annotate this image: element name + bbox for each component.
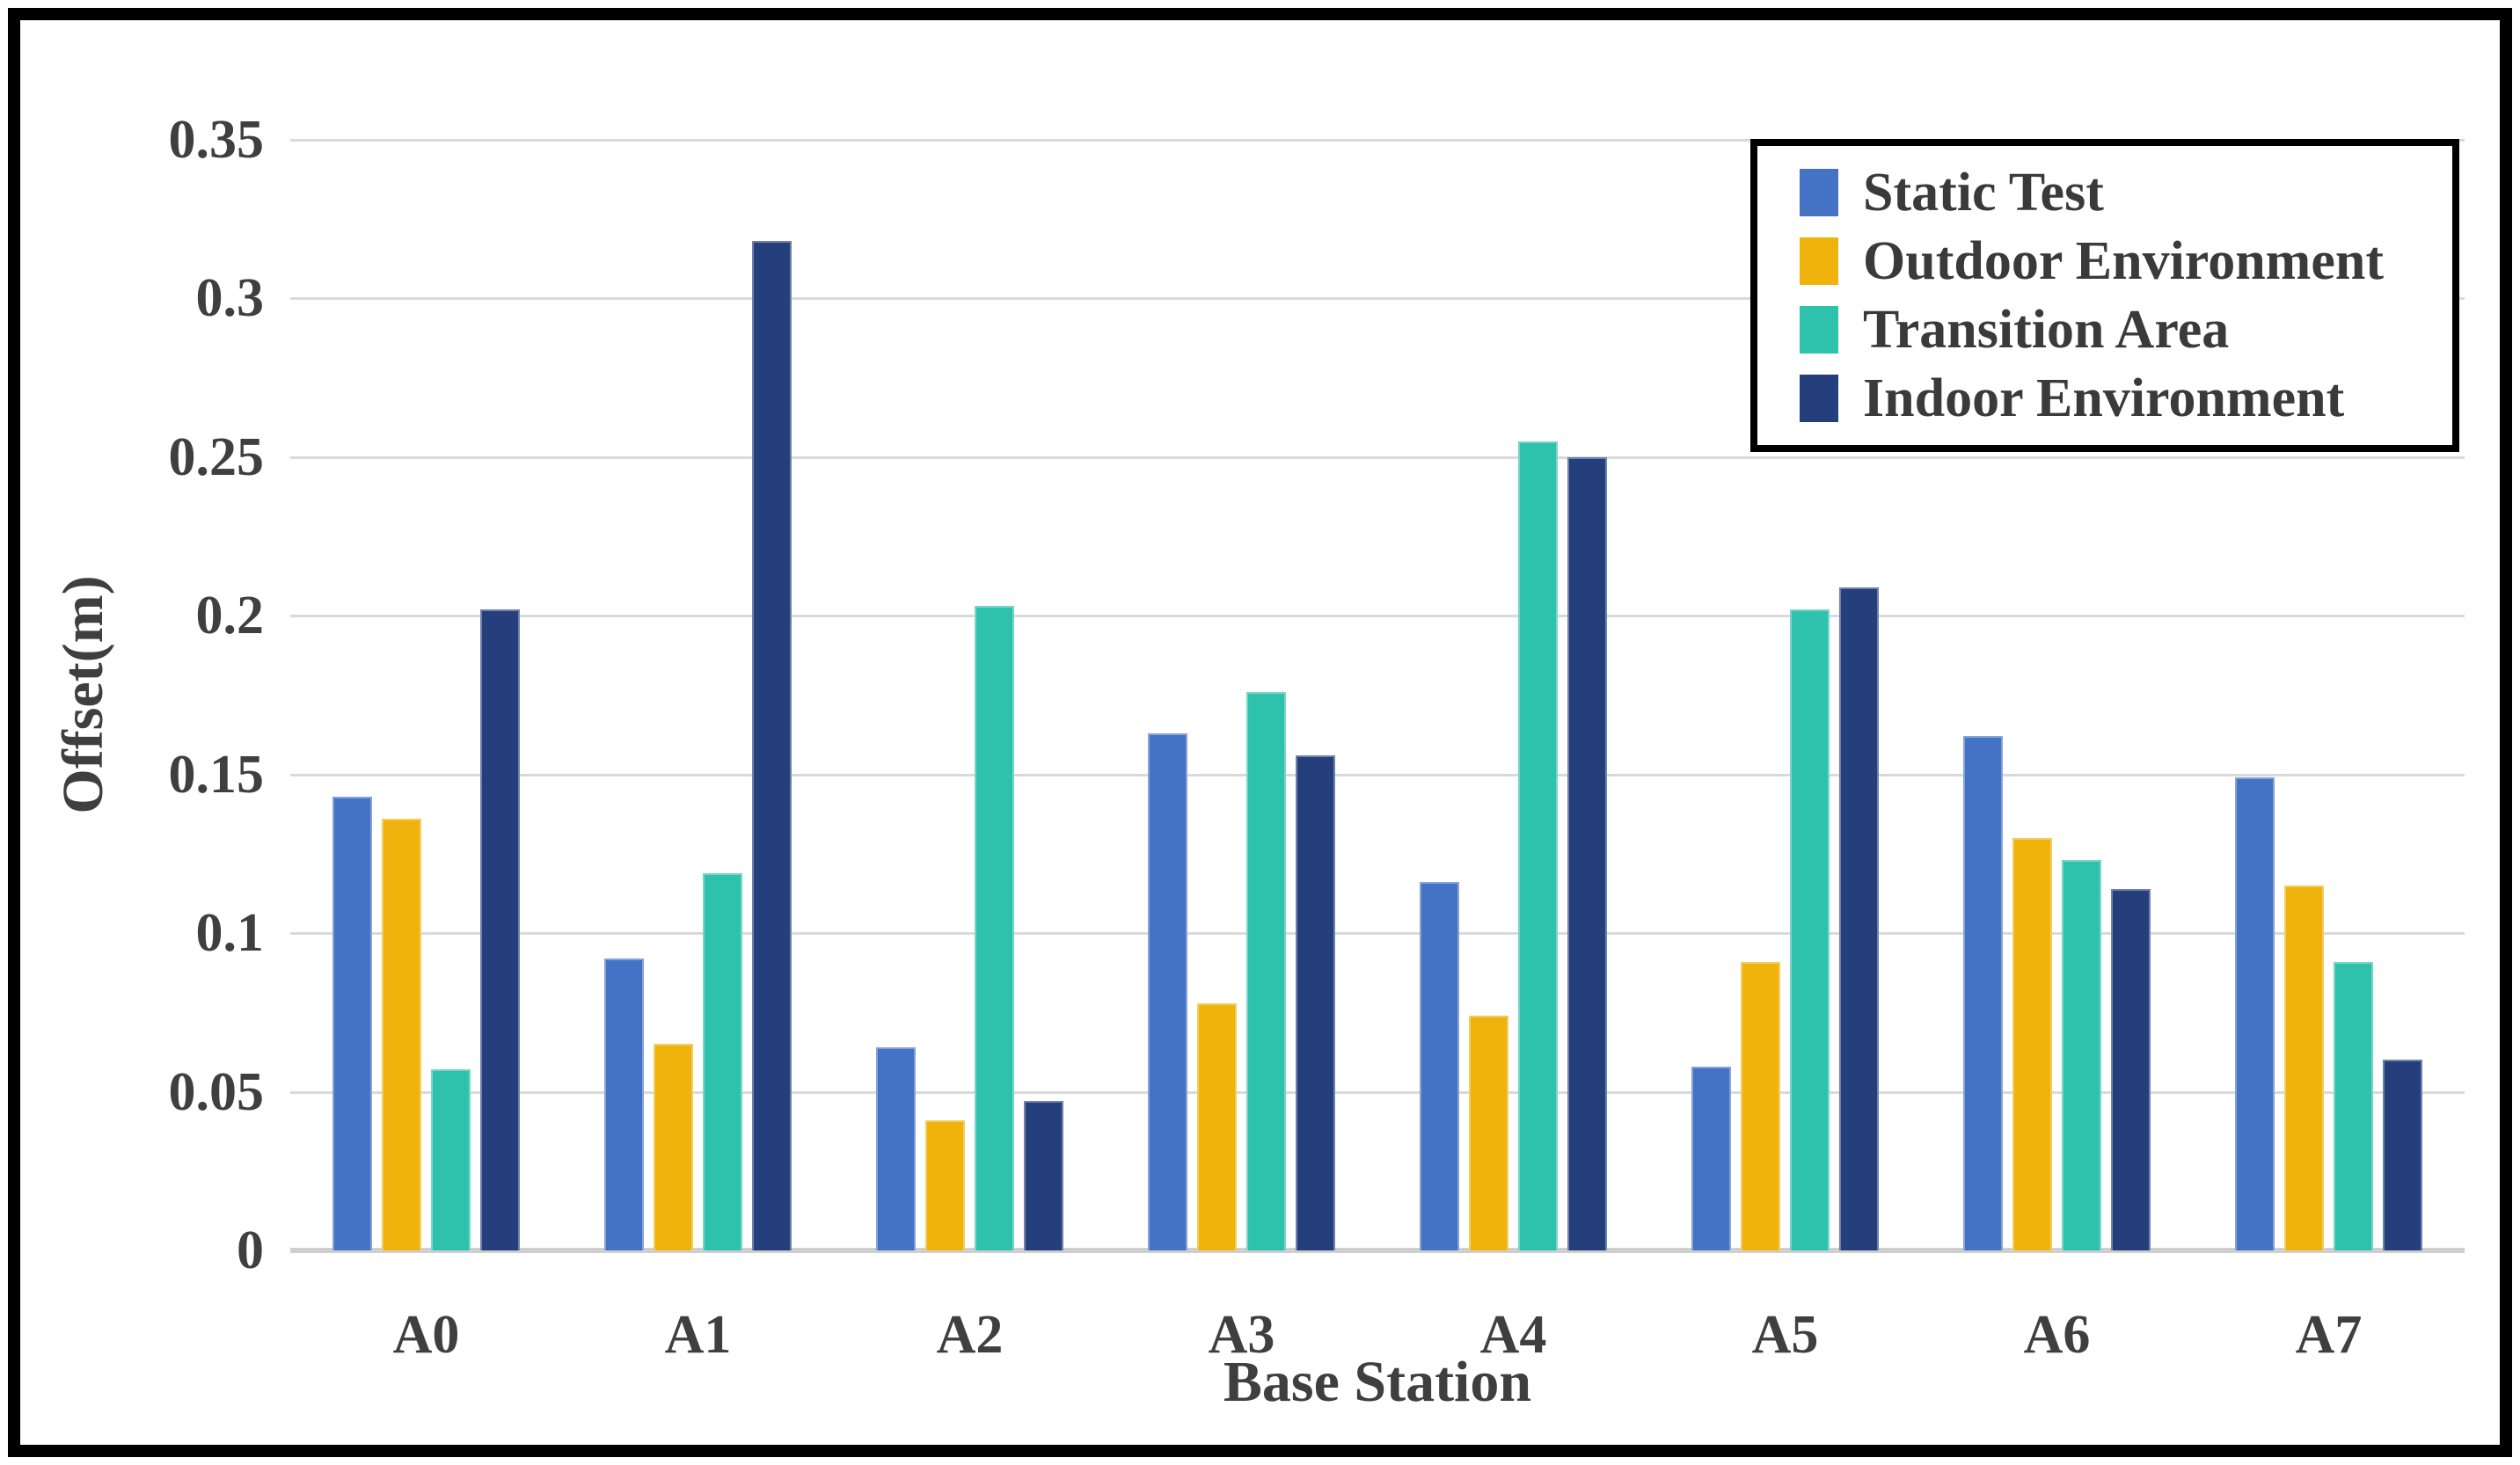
bar-A5-series-3: [1790, 609, 1830, 1250]
bar-A3-series-1: [1148, 732, 1187, 1250]
bar-A6-series-2: [2012, 837, 2052, 1250]
bar-A1-series-2: [654, 1044, 693, 1250]
y-tick-label: 0.35: [168, 110, 265, 170]
y-axis-title: Offset(m): [51, 575, 115, 814]
bar-A3-series-4: [1296, 755, 1335, 1250]
x-tick-label: A4: [1479, 1305, 1547, 1365]
y-tick-label: 0.15: [168, 744, 265, 805]
legend-swatch-icon: [1800, 306, 1838, 353]
legend-swatch-icon: [1800, 237, 1838, 285]
bar-A0-series-4: [480, 609, 520, 1250]
bar-A7-series-2: [2284, 886, 2324, 1250]
legend-label: Indoor Environment: [1863, 368, 2345, 428]
x-axis-line: [290, 1248, 2465, 1253]
bar-A5-series-1: [1691, 1066, 1731, 1250]
bar-A0-series-1: [332, 796, 372, 1250]
legend-item: Outdoor Environment: [1800, 230, 2452, 293]
bar-A1-series-4: [752, 241, 792, 1250]
gridline: [290, 773, 2465, 776]
y-tick-label: 0.3: [195, 268, 265, 329]
bar-A1-series-3: [703, 872, 742, 1250]
bar-A0-series-3: [431, 1069, 471, 1250]
legend-item: Transition Area: [1800, 299, 2452, 361]
bar-A0-series-2: [382, 819, 421, 1250]
y-tick-label: 0.25: [168, 426, 265, 487]
bar-A5-series-2: [1741, 961, 1780, 1250]
legend-label: Static Test: [1863, 162, 2104, 222]
bar-A7-series-1: [2235, 777, 2275, 1250]
bar-A4-series-3: [1518, 441, 1558, 1250]
gridline: [290, 297, 2465, 301]
bar-A3-series-2: [1197, 1002, 1237, 1250]
legend-label: Transition Area: [1863, 299, 2230, 360]
bar-A4-series-2: [1469, 1015, 1508, 1250]
x-tick-label: A6: [2023, 1305, 2091, 1365]
legend-label: Outdoor Environment: [1863, 230, 2384, 291]
bar-A6-series-3: [2062, 860, 2101, 1250]
bar-A4-series-1: [1420, 882, 1459, 1250]
bar-A6-series-4: [2111, 888, 2151, 1250]
bar-A1-series-1: [604, 958, 644, 1250]
legend-swatch-icon: [1800, 375, 1838, 422]
bar-A2-series-1: [876, 1047, 916, 1250]
gridline: [290, 1090, 2465, 1094]
x-tick-label: A5: [1751, 1305, 1819, 1365]
x-tick-label: A7: [2295, 1305, 2363, 1365]
gridline: [290, 615, 2465, 618]
y-tick-label: 0.2: [195, 586, 265, 646]
legend-swatch-icon: [1800, 169, 1838, 216]
legend-item: Static Test: [1800, 162, 2452, 224]
x-tick-label: A2: [936, 1305, 1004, 1365]
bar-A7-series-3: [2334, 961, 2373, 1250]
y-tick-label: 0.05: [168, 1061, 265, 1122]
gridline: [290, 139, 2465, 142]
bar-A2-series-3: [975, 606, 1014, 1250]
x-tick-label: A1: [664, 1305, 732, 1365]
legend-item: Indoor Environment: [1800, 368, 2452, 430]
y-tick-label: 0.1: [195, 903, 265, 964]
y-tick-label: 0: [237, 1221, 264, 1280]
bar-A5-series-4: [1839, 587, 1879, 1250]
bar-A3-series-3: [1246, 691, 1286, 1250]
bar-A4-series-4: [1567, 456, 1607, 1250]
x-axis-title: Base Station: [1223, 1350, 1532, 1414]
gridline: [290, 456, 2465, 459]
x-tick-label: A3: [1208, 1305, 1275, 1365]
bar-A6-series-1: [1963, 736, 2003, 1250]
bar-A7-series-4: [2383, 1060, 2422, 1250]
legend-box: Static Test Outdoor Environment Transition…: [1750, 139, 2459, 452]
gridline: [290, 932, 2465, 936]
bar-A2-series-2: [925, 1120, 965, 1250]
x-tick-label: A0: [392, 1305, 460, 1365]
bar-A2-series-4: [1024, 1101, 1063, 1250]
